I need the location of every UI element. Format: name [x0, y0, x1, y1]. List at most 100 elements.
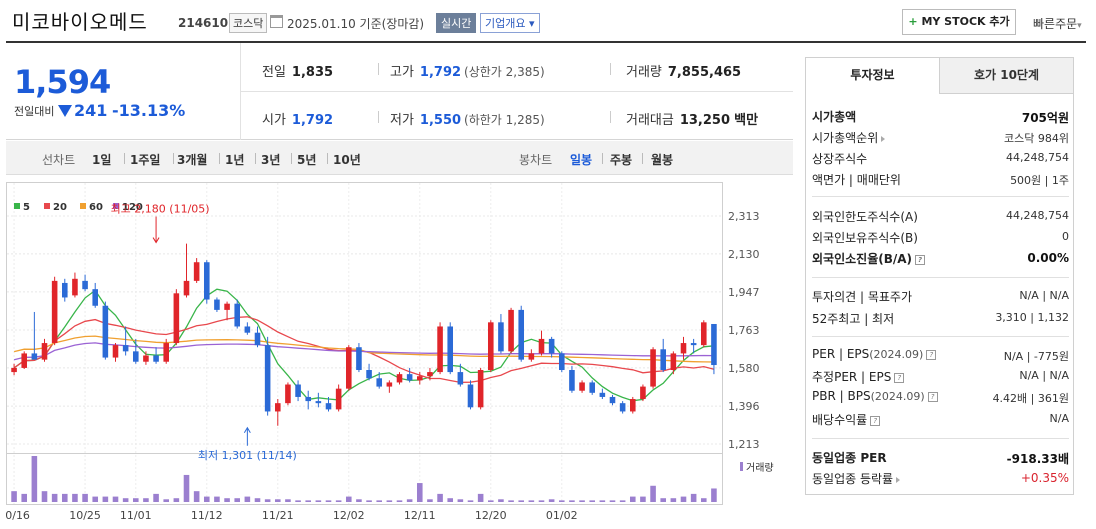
candle-body	[254, 332, 261, 346]
candle-body	[366, 370, 372, 379]
candle-body	[183, 280, 190, 296]
volume-bar	[629, 496, 636, 502]
candle-monthly[interactable]: 월봉	[651, 153, 674, 167]
tab-ask-10[interactable]: 호가 10단계	[940, 58, 1073, 94]
candle-body	[274, 403, 281, 412]
legend-entry: 20	[53, 202, 67, 213]
volume-bar	[518, 500, 525, 502]
divider	[240, 91, 793, 92]
y-tick-label: 1,213	[728, 438, 760, 451]
volume-bar	[447, 498, 454, 502]
candle-body	[548, 338, 555, 354]
candle-body	[406, 374, 413, 381]
foreign-ratio-row: 외국인소진율(B/A)? 0.00%	[812, 251, 1069, 266]
period-3y[interactable]: 3년	[261, 153, 281, 167]
volume-bar	[112, 496, 119, 502]
volume-bar	[254, 498, 261, 502]
legend-entry: 120	[122, 202, 143, 213]
period-1y[interactable]: 1년	[225, 153, 245, 167]
candle-daily[interactable]: 일봉	[570, 153, 593, 167]
candle-body	[285, 384, 291, 404]
volume-bar	[670, 498, 677, 502]
candle-body	[498, 322, 504, 352]
help-icon[interactable]: ?	[927, 391, 938, 402]
current-price: 1,594	[14, 63, 111, 101]
trade-amount: 거래대금 13,250 백만	[626, 113, 759, 128]
volume-bar	[132, 498, 139, 502]
volume-bar	[325, 500, 332, 502]
legend-swatch	[44, 203, 50, 209]
volume: 거래량 7,855,465	[626, 65, 742, 80]
x-tick-label: 10/16	[6, 509, 30, 522]
period-3m[interactable]: 3개월	[177, 153, 208, 167]
help-icon[interactable]: ?	[894, 372, 905, 383]
volume-bar	[264, 499, 271, 502]
volume-bar	[183, 474, 190, 502]
tab-investment-info[interactable]: 투자정보	[806, 58, 940, 94]
candle-body	[518, 309, 525, 360]
candle-body	[244, 326, 251, 333]
candle-body	[21, 353, 28, 368]
legend-swatch	[14, 203, 20, 209]
per-row: PER | EPS(2024.09)? N/A | -775원	[812, 347, 1069, 363]
market-cap-rank-row[interactable]: 시가총액순위 코스닥 984위	[812, 131, 1069, 145]
candle-body	[234, 303, 241, 327]
candle-body	[193, 262, 200, 281]
moving-average-line	[13, 316, 715, 384]
volume-bar	[193, 491, 200, 502]
candle-body	[690, 343, 697, 346]
volume-bar	[356, 499, 362, 502]
period-10y[interactable]: 10년	[333, 153, 361, 167]
volume-bar	[335, 500, 342, 502]
volume-bar	[31, 456, 38, 502]
foreign-hold-row: 외국인보유주식수(B) 0	[812, 230, 1069, 245]
candle-body	[153, 355, 159, 362]
candle-body	[711, 323, 717, 366]
period-5y[interactable]: 5년	[297, 153, 317, 167]
foreign-limit-row: 외국인한도주식수(A) 44,248,754	[812, 209, 1069, 224]
est-per-row: 추정PER | EPS? N/A | N/A	[812, 369, 1069, 384]
help-icon[interactable]: ?	[915, 254, 926, 265]
market-badge: 코스닥	[229, 13, 268, 33]
volume-bar	[173, 498, 180, 502]
realtime-button[interactable]: 실시간	[436, 13, 477, 33]
volume-bar	[295, 500, 301, 502]
candle-body	[315, 401, 322, 404]
help-icon[interactable]: ?	[870, 415, 881, 426]
y-tick-label: 1,580	[728, 362, 760, 375]
period-1w[interactable]: 1주일	[130, 153, 161, 167]
help-icon[interactable]: ?	[926, 349, 937, 360]
volume-bar	[558, 500, 565, 502]
candle-body	[416, 376, 423, 381]
line-chart-label: 선차트	[42, 153, 76, 167]
volume-bar	[234, 498, 241, 502]
volume-bar	[305, 500, 312, 502]
stock-chart[interactable]: 2,313 2,130 1,947 1,763 1,580 1,396 1,213 10/16…	[0, 176, 793, 529]
open-price: 시가 1,792	[262, 113, 334, 128]
candlestick-chart[interactable]: 2,313 2,130 1,947 1,763 1,580 1,396 1,213 10/16…	[0, 176, 793, 529]
candle-body	[579, 382, 585, 391]
quick-order-dropdown[interactable]: 빠른주문▾	[1033, 17, 1082, 31]
candle-body	[569, 370, 575, 391]
volume-bar	[487, 500, 494, 502]
volume-bar	[102, 496, 109, 502]
y-tick-label: 1,396	[728, 400, 760, 413]
company-overview-dropdown[interactable]: 기업개요 ▾	[480, 13, 540, 33]
chevron-down-icon: ▾	[528, 17, 535, 30]
candle-body	[122, 345, 129, 352]
volume-bar	[285, 499, 291, 502]
volume-bar	[163, 499, 170, 502]
my-stock-add-button[interactable]: + MY STOCK 추가	[902, 9, 1016, 35]
investment-info-panel: 투자정보 호가 10단계 시가총액 705억원 시가총액순위 코스닥 984위 상장…	[805, 57, 1074, 495]
sector-change-row[interactable]: 동일업종 등락률 +0.35%	[812, 471, 1069, 486]
candle-weekly[interactable]: 주봉	[610, 153, 633, 167]
volume-bar	[143, 498, 149, 502]
candle-body	[528, 353, 535, 360]
candle-body	[599, 392, 606, 397]
volume-bar	[345, 496, 352, 502]
period-1d[interactable]: 1일	[92, 153, 112, 167]
volume-bar	[203, 496, 210, 502]
volume-bar	[498, 499, 504, 502]
volume-bar	[528, 500, 535, 502]
candle-body	[112, 345, 119, 358]
